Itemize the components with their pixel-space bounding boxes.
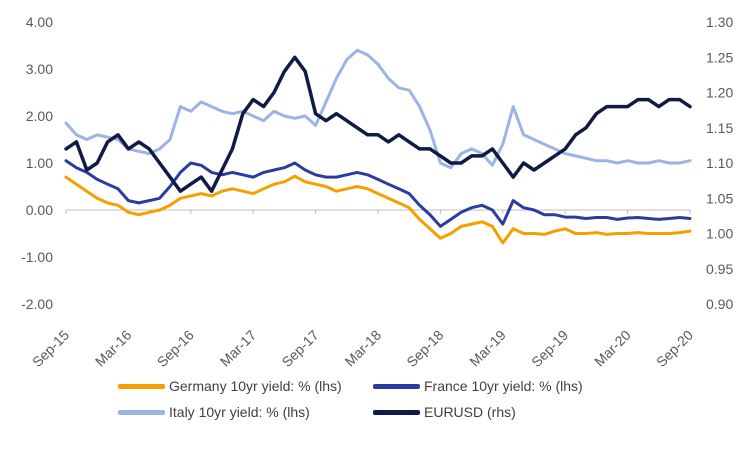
series-line-italy (64, 48, 692, 170)
right-tick-label: 1.10 (706, 155, 733, 171)
x-tick-label: Sep-17 (278, 327, 321, 370)
right-tick-label: 1.30 (706, 14, 733, 30)
legend-swatch-eurusd (373, 409, 420, 415)
legend-item-france: France 10yr yield: % (lhs) (373, 378, 638, 394)
right-tick-label: 1.15 (706, 120, 733, 136)
right-tick-label: 0.90 (706, 296, 733, 312)
right-axis: 0.90 0.95 1.00 1.05 1.10 1.15 1.20 1.25 1.30 (706, 14, 733, 312)
x-tick-label: Sep-18 (403, 327, 446, 370)
left-tick-label: 4.00 (26, 14, 53, 30)
right-tick-label: 1.20 (706, 85, 733, 101)
left-tick-label: 0.00 (26, 202, 53, 218)
x-tick-label: Mar-20 (591, 327, 634, 370)
legend-item-italy: Italy 10yr yield: % (lhs) (118, 404, 373, 420)
x-tick-label: Sep-16 (154, 327, 197, 370)
legend-label-germany: Germany 10yr yield: % (lhs) (169, 378, 342, 394)
x-tick-label: Sep-19 (528, 327, 571, 370)
x-tick-label: Sep-20 (653, 327, 696, 370)
x-tick-label: Mar-17 (217, 327, 260, 370)
legend-swatch-italy (118, 409, 165, 415)
series-line-germany (64, 174, 692, 245)
legend-label-france: France 10yr yield: % (lhs) (424, 378, 583, 394)
x-tick-label: Mar-18 (341, 327, 384, 370)
series-group (64, 48, 692, 245)
left-axis: -2.00 -1.00 0.00 1.00 2.00 3.00 4.00 (21, 14, 53, 312)
legend-label-italy: Italy 10yr yield: % (lhs) (169, 404, 310, 420)
legend: Germany 10yr yield: % (lhs) France 10yr … (118, 378, 638, 420)
left-tick-label: 2.00 (26, 108, 53, 124)
x-tick-label: Mar-19 (466, 327, 509, 370)
legend-swatch-germany (118, 383, 165, 389)
right-tick-label: 1.00 (706, 226, 733, 242)
left-tick-label: 3.00 (26, 61, 53, 77)
left-tick-label: -1.00 (21, 249, 53, 265)
legend-item-germany: Germany 10yr yield: % (lhs) (118, 378, 373, 394)
right-tick-label: 0.95 (706, 261, 733, 277)
x-tick-label: Mar-16 (92, 327, 135, 370)
legend-swatch-france (373, 383, 420, 389)
legend-item-eurusd: EURUSD (rhs) (373, 404, 638, 420)
right-tick-label: 1.25 (706, 49, 733, 65)
left-tick-label: -2.00 (21, 296, 53, 312)
left-tick-label: 1.00 (26, 155, 53, 171)
right-tick-label: 1.05 (706, 190, 733, 206)
x-tick-label: Sep-15 (29, 327, 72, 370)
legend-label-eurusd: EURUSD (rhs) (424, 404, 516, 420)
series-line-france (64, 159, 692, 228)
series-line-eurusd (64, 55, 692, 193)
